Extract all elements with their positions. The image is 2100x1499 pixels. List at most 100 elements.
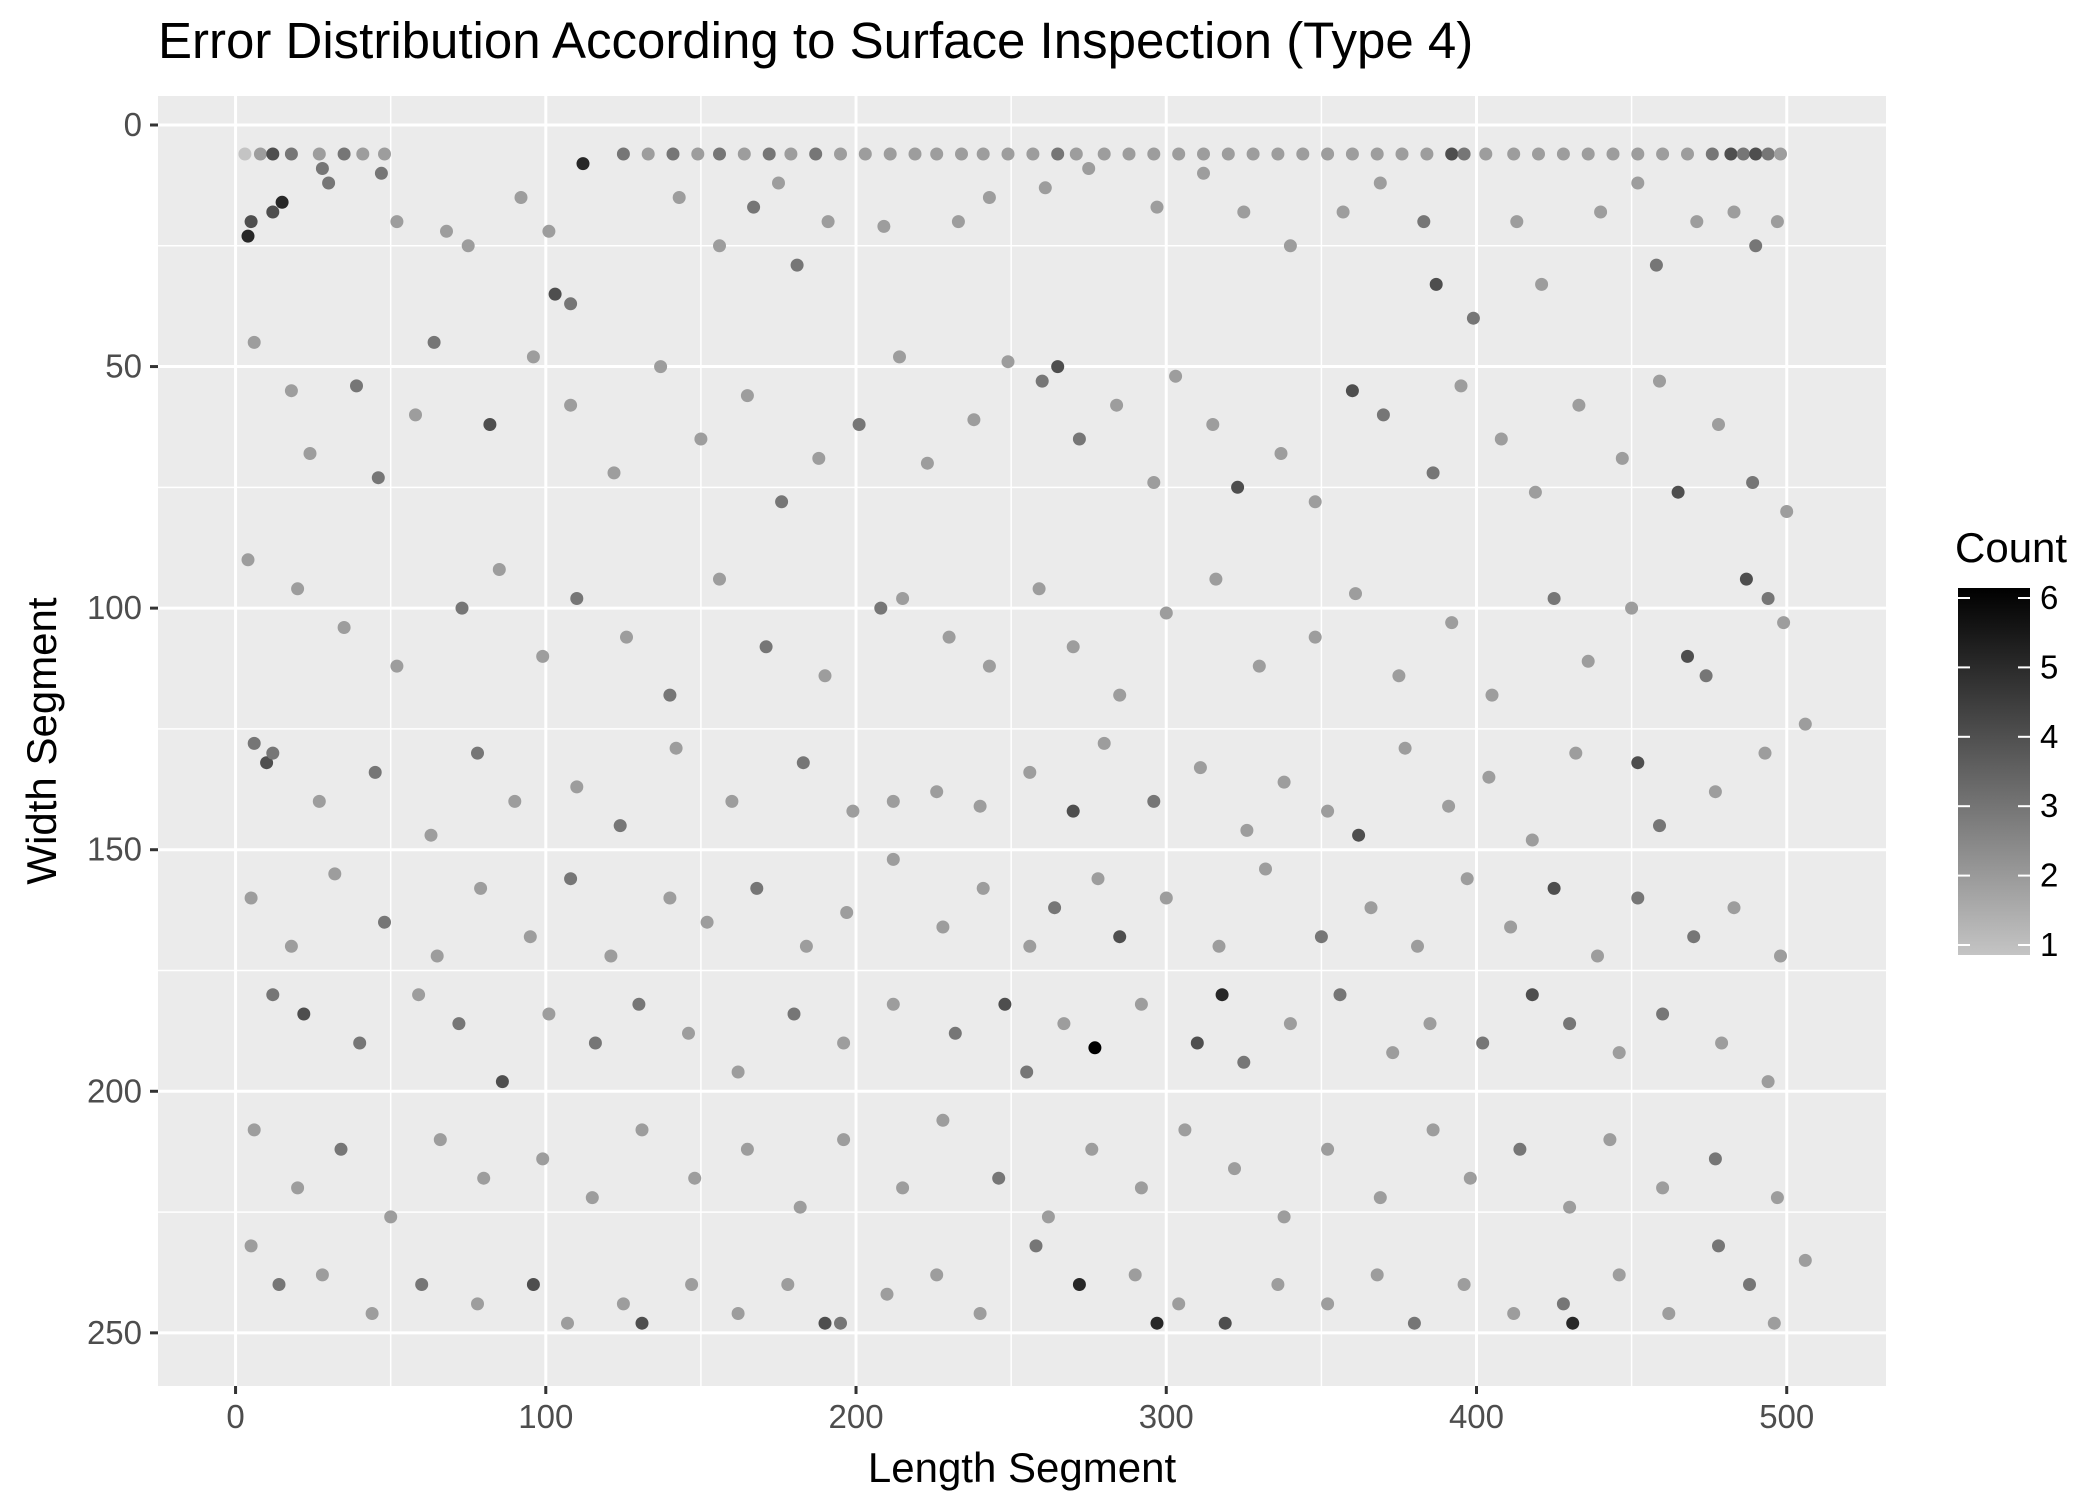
y-tick-label: 200 xyxy=(87,1072,142,1109)
data-point xyxy=(1296,147,1310,161)
data-point xyxy=(1392,669,1406,683)
data-point xyxy=(936,920,950,934)
data-point xyxy=(1212,939,1226,953)
data-point xyxy=(1041,1210,1055,1224)
data-point xyxy=(973,799,987,813)
data-point xyxy=(291,1181,305,1195)
data-point xyxy=(1743,1278,1756,1291)
data-point xyxy=(632,997,646,1011)
data-point xyxy=(477,1171,491,1185)
data-point xyxy=(1445,616,1459,630)
data-point xyxy=(253,147,267,161)
data-point xyxy=(1023,765,1037,779)
data-point xyxy=(353,1036,367,1050)
data-point xyxy=(1023,939,1037,953)
data-point xyxy=(1190,1036,1204,1050)
data-point xyxy=(772,176,785,190)
data-point xyxy=(635,1123,649,1137)
color-legend: Count 1 2 3 4 5 6 xyxy=(1955,524,2067,963)
data-point xyxy=(1072,432,1086,446)
data-point xyxy=(1048,901,1062,915)
data-point xyxy=(1336,205,1350,219)
data-point xyxy=(247,736,261,750)
data-point xyxy=(1398,741,1412,755)
data-point xyxy=(1001,355,1015,369)
data-point xyxy=(740,389,754,403)
data-point xyxy=(1038,181,1052,195)
data-point xyxy=(1494,432,1508,446)
data-point xyxy=(976,881,990,895)
data-point xyxy=(1662,1307,1676,1320)
data-point xyxy=(1563,1017,1577,1031)
data-point xyxy=(1001,147,1015,161)
data-point xyxy=(877,219,891,233)
data-point xyxy=(880,1287,894,1301)
data-point xyxy=(1150,200,1164,214)
data-point xyxy=(992,1171,1006,1185)
data-point xyxy=(1761,147,1775,161)
data-point xyxy=(1690,215,1704,229)
data-point xyxy=(886,852,900,866)
data-point xyxy=(238,147,252,161)
data-point xyxy=(1429,277,1443,291)
data-point xyxy=(1485,688,1499,702)
data-point xyxy=(1072,1278,1086,1291)
data-point xyxy=(672,191,686,204)
data-point xyxy=(492,563,506,576)
data-point xyxy=(415,1278,429,1291)
data-point xyxy=(731,1307,745,1320)
data-point xyxy=(1770,1191,1784,1205)
data-point xyxy=(1510,215,1524,229)
data-point xyxy=(948,1026,962,1040)
data-point xyxy=(982,659,996,673)
data-point xyxy=(1113,930,1127,944)
data-point xyxy=(713,147,726,161)
data-point xyxy=(620,630,633,644)
data-point xyxy=(378,147,391,161)
data-point xyxy=(1746,476,1760,489)
data-point xyxy=(1240,823,1254,837)
data-point xyxy=(1423,1017,1437,1031)
data-point xyxy=(1321,804,1335,818)
data-point xyxy=(1556,1297,1570,1311)
data-point xyxy=(982,191,996,204)
legend-tick-label: 2 xyxy=(2040,857,2058,894)
data-point xyxy=(896,1181,910,1195)
data-point xyxy=(1386,1046,1400,1060)
data-point xyxy=(526,350,540,364)
data-point xyxy=(1283,1017,1297,1031)
data-point xyxy=(495,1075,509,1089)
data-point xyxy=(858,147,872,161)
data-point xyxy=(1110,398,1124,412)
data-point xyxy=(1572,398,1586,412)
data-point xyxy=(1147,476,1161,489)
legend-tick-label: 1 xyxy=(2040,926,2058,963)
data-point xyxy=(241,553,255,567)
data-point xyxy=(365,1307,379,1320)
data-point xyxy=(951,215,965,229)
data-point xyxy=(471,746,484,760)
data-point xyxy=(1547,592,1561,605)
data-point xyxy=(241,229,255,243)
data-point xyxy=(461,239,475,253)
data-point xyxy=(886,794,900,808)
x-tick-label: 300 xyxy=(1139,1398,1194,1435)
data-point xyxy=(1169,369,1183,383)
data-point xyxy=(1370,147,1384,161)
data-point xyxy=(291,582,305,596)
data-point xyxy=(312,147,326,161)
data-point xyxy=(1712,418,1725,431)
data-point xyxy=(1581,654,1595,668)
data-point xyxy=(334,1142,348,1156)
data-point xyxy=(378,915,391,929)
data-point xyxy=(908,147,922,161)
data-point xyxy=(1780,505,1794,518)
data-point xyxy=(1681,649,1694,663)
data-point xyxy=(1314,930,1328,944)
data-point xyxy=(883,147,897,161)
data-point xyxy=(973,1307,987,1320)
data-point xyxy=(368,765,382,779)
data-point xyxy=(337,147,351,161)
data-point xyxy=(1631,756,1645,770)
data-point xyxy=(874,601,888,615)
